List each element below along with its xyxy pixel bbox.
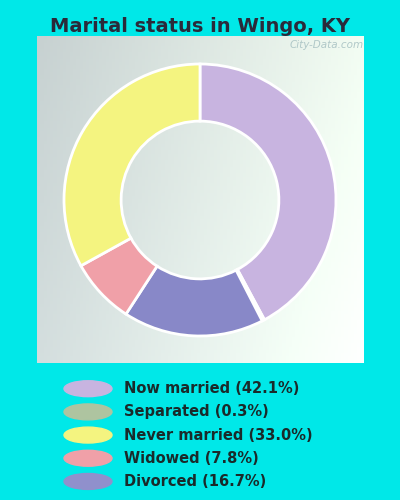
Circle shape xyxy=(64,474,112,490)
Text: Separated (0.3%): Separated (0.3%) xyxy=(124,404,269,419)
Circle shape xyxy=(64,404,112,420)
Text: Now married (42.1%): Now married (42.1%) xyxy=(124,381,299,396)
Wedge shape xyxy=(64,64,200,266)
Text: Divorced (16.7%): Divorced (16.7%) xyxy=(124,474,266,489)
Wedge shape xyxy=(126,266,262,336)
Circle shape xyxy=(64,381,112,396)
Text: City-Data.com: City-Data.com xyxy=(289,40,363,50)
Circle shape xyxy=(64,427,112,443)
Circle shape xyxy=(64,450,112,466)
Text: Widowed (7.8%): Widowed (7.8%) xyxy=(124,451,259,466)
Text: Never married (33.0%): Never married (33.0%) xyxy=(124,428,313,442)
Wedge shape xyxy=(200,64,336,320)
Wedge shape xyxy=(236,270,264,321)
Wedge shape xyxy=(81,238,157,314)
Text: Marital status in Wingo, KY: Marital status in Wingo, KY xyxy=(50,18,350,36)
